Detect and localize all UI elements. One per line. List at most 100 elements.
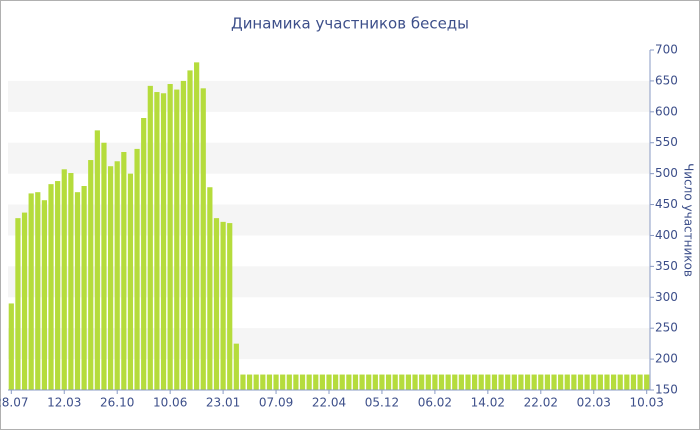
bar [366, 374, 372, 390]
bar [253, 374, 259, 390]
bar [385, 374, 392, 390]
bar [127, 173, 134, 390]
bar [558, 374, 564, 390]
bar [617, 374, 623, 390]
bar [445, 374, 451, 390]
bar [207, 187, 213, 390]
bar [48, 184, 54, 390]
bar [531, 374, 537, 390]
bar [160, 93, 167, 390]
bar [114, 161, 120, 390]
bar [81, 186, 87, 390]
bar [194, 62, 200, 390]
bar [630, 374, 637, 390]
bar [339, 374, 345, 390]
x-tick-label: 23.01 [206, 396, 240, 410]
bar [121, 152, 127, 390]
bar [352, 374, 359, 390]
x-tick-label: 28.07 [0, 396, 28, 410]
bar [518, 374, 524, 390]
bar [372, 374, 378, 390]
bar [266, 374, 273, 390]
bar [293, 374, 299, 390]
y-tick-label: 350 [655, 259, 678, 273]
y-tick-label: 550 [655, 135, 678, 149]
bar [306, 374, 312, 390]
bar [498, 374, 504, 390]
x-tick-label: 12.03 [47, 396, 81, 410]
bar [538, 374, 544, 390]
bar [88, 160, 94, 390]
bar [61, 169, 67, 390]
bar [544, 374, 551, 390]
bar [438, 374, 445, 390]
bar [644, 374, 650, 390]
bar [233, 343, 239, 390]
y-tick-label: 700 [655, 43, 678, 57]
bar [584, 374, 590, 390]
bar [472, 374, 478, 390]
bar [101, 142, 107, 390]
bar [597, 374, 603, 390]
bar [359, 374, 365, 390]
bar [412, 374, 418, 390]
bar [505, 374, 511, 390]
bar [405, 374, 412, 390]
bar [319, 374, 325, 390]
bar [458, 374, 464, 390]
bar [74, 192, 81, 390]
bar [227, 223, 233, 390]
y-tick-label: 150 [655, 383, 678, 397]
bar [564, 374, 570, 390]
bar [392, 374, 398, 390]
bar [147, 85, 153, 390]
bar [571, 374, 577, 390]
x-tick-label: 22.04 [312, 396, 346, 410]
bar [180, 80, 186, 390]
bar [8, 303, 14, 390]
bar [637, 374, 643, 390]
bar [15, 218, 21, 390]
bar [167, 84, 173, 390]
bar [174, 89, 180, 391]
bar [154, 92, 160, 390]
bar [286, 374, 292, 390]
y-tick-label: 400 [655, 228, 678, 242]
x-tick-label: 05.12 [365, 396, 399, 410]
bar [35, 192, 41, 390]
bar [187, 70, 193, 391]
bar [260, 374, 266, 390]
bar [280, 374, 286, 390]
bar [313, 374, 319, 390]
y-tick-label: 200 [655, 352, 678, 366]
y-tick-label: 450 [655, 197, 678, 211]
x-tick-label: 10.06 [153, 396, 187, 410]
bar [524, 374, 531, 390]
bar [94, 130, 100, 390]
x-tick-label: 06.02 [418, 396, 452, 410]
bar [478, 374, 484, 390]
bar [240, 374, 246, 390]
bar [591, 374, 597, 390]
bar [273, 374, 279, 390]
bar [346, 374, 352, 390]
x-tick-label: 10.03 [630, 396, 664, 410]
bar [333, 374, 339, 390]
y-tick-label: 500 [655, 166, 678, 180]
bar [326, 374, 332, 390]
bar [28, 193, 34, 390]
bar [107, 166, 114, 390]
x-tick-label: 22.02 [524, 396, 558, 410]
x-tick-label: 07.09 [259, 396, 293, 410]
bar [419, 374, 425, 390]
bar [141, 118, 147, 390]
y-tick-label: 300 [655, 290, 678, 304]
bar [55, 181, 61, 390]
bar [299, 374, 306, 390]
bar [379, 374, 385, 390]
bar [465, 374, 471, 390]
grid-band [8, 80, 650, 112]
bar [624, 374, 630, 390]
bar [452, 374, 458, 390]
